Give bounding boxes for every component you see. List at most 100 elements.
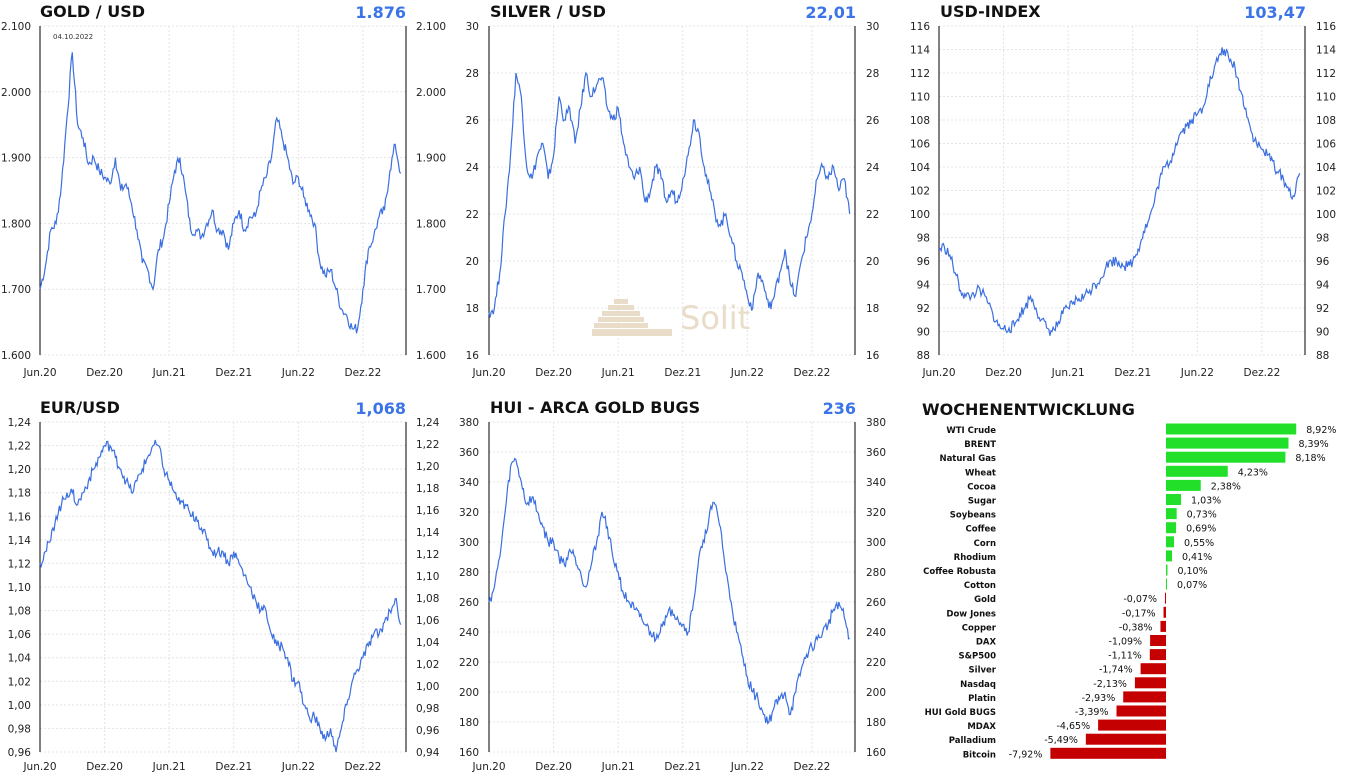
y-tick-label-left: 1.600 bbox=[1, 350, 31, 362]
y-tick-label-right: 0,96 bbox=[416, 725, 440, 737]
bar-value-label: -1,09% bbox=[1108, 637, 1142, 648]
y-tick-label-right: 300 bbox=[866, 537, 886, 549]
x-tick-label: Jun.20 bbox=[22, 761, 56, 773]
y-tick-label-right: 0,98 bbox=[416, 703, 439, 715]
bar-category-label: Wheat bbox=[965, 468, 996, 478]
x-tick-label: Dez.21 bbox=[215, 367, 252, 379]
solit-logo: Solit bbox=[592, 299, 750, 337]
y-tick-label-left: 98 bbox=[917, 233, 930, 245]
y-tick-label-right: 112 bbox=[1316, 68, 1336, 80]
bar bbox=[1166, 494, 1182, 505]
y-tick-label-left: 30 bbox=[466, 21, 479, 33]
usd-index-current-value: 103,47 bbox=[1244, 3, 1306, 22]
y-tick-label-left: 1,24 bbox=[8, 417, 32, 429]
gold-current-value: 1.876 bbox=[355, 3, 406, 22]
y-tick-label-right: 1,24 bbox=[416, 417, 440, 429]
y-tick-label-left: 1,20 bbox=[8, 464, 31, 476]
bar bbox=[1050, 747, 1166, 759]
bar-category-label: DAX bbox=[976, 638, 997, 648]
bar bbox=[1166, 437, 1289, 449]
x-tick-label: Dez.21 bbox=[664, 367, 701, 379]
y-tick-label-left: 1.700 bbox=[1, 284, 31, 296]
watermark-text: Solit bbox=[680, 299, 750, 337]
bar-value-label: -0,07% bbox=[1123, 594, 1157, 605]
eurusd-title: EUR/USD bbox=[40, 398, 120, 417]
bar-value-label: 0,73% bbox=[1187, 510, 1217, 521]
bar-category-label: Platin bbox=[968, 694, 996, 704]
bar-category-label: Natural Gas bbox=[939, 454, 996, 464]
bar-category-label: Corn bbox=[974, 539, 996, 549]
x-tick-label: Dez.22 bbox=[1244, 367, 1281, 379]
y-tick-label-right: 114 bbox=[1316, 45, 1336, 57]
x-tick-label: Jun.20 bbox=[471, 761, 505, 773]
y-tick-label-right: 1,02 bbox=[416, 659, 439, 671]
bar-value-label: -2,93% bbox=[1082, 693, 1116, 704]
x-tick-label: Jun.20 bbox=[921, 367, 955, 379]
y-tick-label-left: 1,02 bbox=[8, 676, 31, 688]
bar bbox=[1098, 719, 1166, 731]
bar bbox=[1166, 423, 1297, 435]
annotation-label: 04.10.2022 bbox=[53, 33, 93, 41]
y-tick-label-left: 94 bbox=[917, 280, 931, 292]
y-tick-label-right: 110 bbox=[1316, 92, 1336, 104]
bar-value-label: 0,69% bbox=[1186, 524, 1216, 535]
y-tick-label-right: 30 bbox=[866, 21, 879, 33]
silver-title: SILVER / USD bbox=[490, 2, 606, 21]
bar-category-label: Coffee Robusta bbox=[923, 567, 996, 577]
y-tick-label-right: 18 bbox=[866, 303, 879, 315]
x-tick-label: Jun.22 bbox=[281, 761, 315, 773]
bar-value-label: -0,38% bbox=[1119, 622, 1153, 633]
y-tick-label-right: 360 bbox=[866, 447, 886, 459]
y-tick-label-right: 22 bbox=[866, 209, 879, 221]
x-tick-label: Jun.21 bbox=[152, 761, 186, 773]
bar-value-label: -7,92% bbox=[1009, 749, 1043, 760]
bar-value-label: -5,49% bbox=[1044, 735, 1078, 746]
x-tick-label: Dez.20 bbox=[86, 761, 123, 773]
bar-category-label: BRENT bbox=[964, 440, 996, 450]
y-tick-label-left: 260 bbox=[459, 597, 479, 609]
bar bbox=[1166, 536, 1175, 548]
y-tick-label-left: 0,98 bbox=[8, 723, 31, 735]
y-tick-label-right: 1.900 bbox=[416, 153, 446, 165]
y-tick-label-right: 102 bbox=[1316, 186, 1336, 198]
y-tick-label-right: 220 bbox=[866, 657, 886, 669]
y-tick-label-left: 1,18 bbox=[8, 488, 31, 500]
x-tick-label: Dez.22 bbox=[794, 367, 831, 379]
y-tick-label-right: 20 bbox=[866, 256, 879, 268]
bar-category-label: MDAX bbox=[967, 722, 996, 732]
bar bbox=[1166, 508, 1177, 520]
y-tick-label-right: 1,08 bbox=[416, 593, 439, 605]
bar-category-label: Palladium bbox=[949, 736, 996, 746]
usd-index-title: USD-INDEX bbox=[940, 2, 1041, 21]
y-tick-label-left: 22 bbox=[466, 209, 479, 221]
y-tick-label-right: 108 bbox=[1316, 115, 1336, 127]
y-tick-label-left: 100 bbox=[910, 209, 930, 221]
bar bbox=[1134, 677, 1166, 689]
bar-value-label: 0,55% bbox=[1184, 538, 1214, 549]
bar bbox=[1116, 705, 1166, 717]
series-line bbox=[39, 52, 402, 334]
bar-category-label: Dow Jones bbox=[946, 609, 996, 619]
bar-category-label: Soybeans bbox=[950, 511, 996, 521]
bar-category-label: Cotton bbox=[964, 581, 996, 591]
x-tick-label: Dez.21 bbox=[215, 761, 252, 773]
bar bbox=[1140, 663, 1166, 675]
bar-category-label: HUI Gold BUGS bbox=[925, 708, 996, 718]
series-line bbox=[488, 71, 851, 318]
x-tick-label: Jun.22 bbox=[1180, 367, 1214, 379]
y-tick-label-right: 106 bbox=[1316, 139, 1336, 151]
y-tick-label-left: 1,08 bbox=[8, 606, 31, 618]
series-line bbox=[488, 457, 850, 725]
x-tick-label: Jun.21 bbox=[601, 367, 635, 379]
bar-value-label: -1,11% bbox=[1108, 651, 1142, 662]
y-tick-label-left: 280 bbox=[459, 567, 479, 579]
y-tick-label-left: 104 bbox=[910, 162, 930, 174]
y-tick-label-right: 160 bbox=[866, 747, 886, 759]
y-tick-label-left: 116 bbox=[910, 21, 930, 33]
y-tick-label-right: 90 bbox=[1316, 327, 1329, 339]
y-tick-label-right: 26 bbox=[866, 115, 880, 127]
